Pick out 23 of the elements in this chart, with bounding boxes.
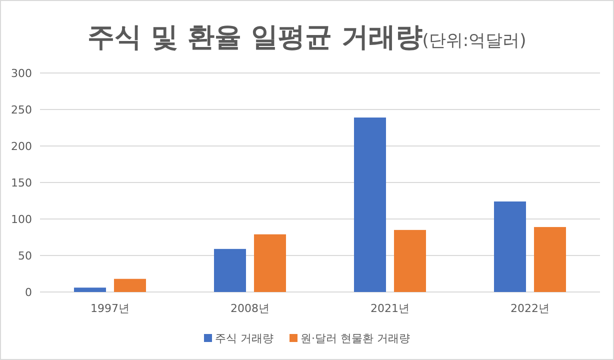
- legend-label: 주식 거래량: [215, 332, 274, 345]
- x-tick-label: 2008년: [230, 302, 270, 315]
- y-tick-label: 150: [11, 176, 32, 190]
- bar: [114, 278, 146, 292]
- y-tick-label: 250: [11, 104, 32, 116]
- x-tick-label: 2022년: [510, 302, 550, 315]
- y-tick-label: 0: [25, 286, 32, 299]
- bar: [494, 201, 526, 292]
- y-tick-label: 100: [11, 213, 32, 226]
- legend-label: 원·달러 현물환 거래량: [300, 332, 410, 345]
- bar: [74, 288, 106, 292]
- y-tick-label: 200: [11, 140, 32, 153]
- x-tick-label: 2021년: [370, 302, 410, 315]
- y-tick-label: 50: [18, 250, 32, 262]
- y-tick-label: 300: [11, 67, 32, 80]
- chart-subtitle: (단위:억달러): [422, 31, 526, 51]
- bar: [534, 227, 566, 292]
- x-tick-label: 1997년: [90, 302, 130, 315]
- chart-title: 주식 및 환율 일평균 거래량: [88, 22, 422, 53]
- bar: [254, 234, 286, 292]
- bar: [394, 230, 426, 292]
- bar: [214, 248, 246, 292]
- bar: [354, 118, 386, 292]
